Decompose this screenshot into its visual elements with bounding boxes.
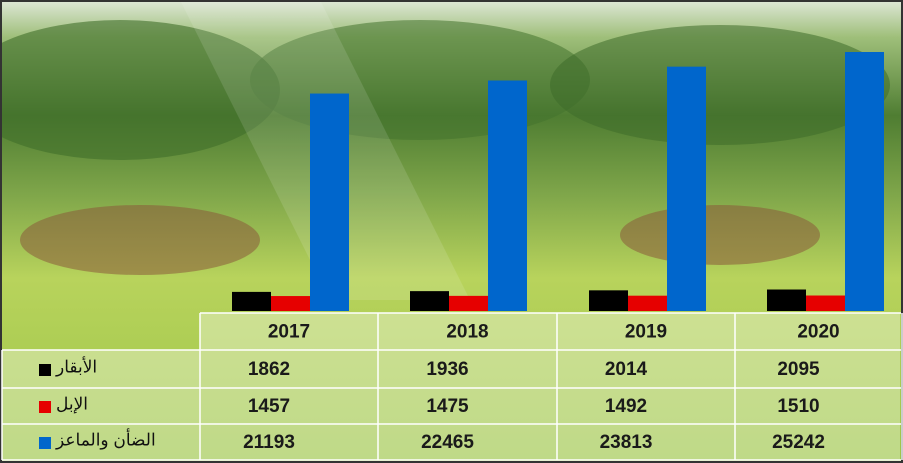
value-label: 2095 [777, 359, 820, 380]
legend-swatch [39, 364, 51, 376]
value-label: 21193 [243, 432, 295, 453]
legend-swatch [39, 437, 51, 449]
cattle [620, 205, 820, 265]
value-label: 1510 [777, 396, 819, 417]
legend-label: الإبل [56, 394, 88, 413]
value-label: 23813 [600, 432, 653, 453]
value-label: 22465 [421, 432, 474, 453]
x-tick-label: 2017 [268, 322, 310, 343]
cattle [20, 205, 260, 275]
bar [628, 296, 667, 311]
bar [488, 80, 527, 311]
bar [806, 296, 845, 311]
bar [410, 291, 449, 311]
value-label: 1862 [248, 359, 290, 380]
value-label: 1492 [605, 396, 647, 417]
legend-label: الأبقار [55, 356, 97, 377]
x-tick-label: 2019 [625, 322, 667, 343]
bar [589, 290, 628, 311]
bar [310, 94, 349, 311]
bar [845, 52, 884, 311]
bar [271, 296, 310, 311]
value-label: 1457 [248, 396, 290, 417]
bar [667, 67, 706, 311]
legend-swatch [39, 401, 51, 413]
value-label: 1475 [426, 396, 469, 417]
value-label: 2014 [605, 359, 648, 380]
bar [767, 290, 806, 311]
chart: 2017 2018 2019 2020 الأبقار 1862 1936 2014 2095 ا… [0, 0, 903, 463]
value-label: 1936 [426, 359, 468, 380]
x-tick-label: 2018 [446, 322, 488, 343]
bar [449, 296, 488, 311]
tree [550, 25, 890, 145]
x-tick-label: 2020 [797, 322, 839, 343]
value-label: 25242 [772, 432, 825, 453]
bar [232, 292, 271, 311]
legend-label: الضأن والماعز [55, 427, 156, 450]
